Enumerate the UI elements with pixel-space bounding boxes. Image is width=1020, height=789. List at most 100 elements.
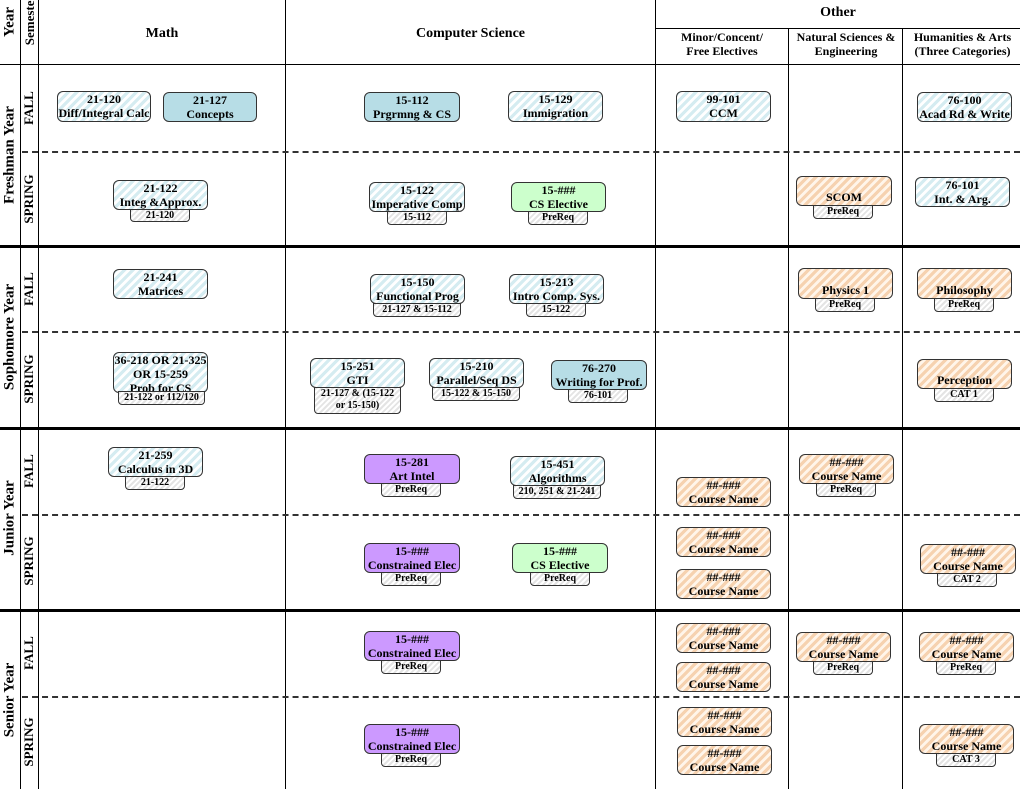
- course-box[interactable]: 76-100 Acad Rd & Write: [917, 92, 1012, 122]
- course-code: 15-###: [395, 544, 429, 558]
- course-code: ##-###: [706, 663, 741, 677]
- course-box[interactable]: 99-101 CCM: [676, 91, 771, 122]
- course-box[interactable]: Perception: [917, 359, 1012, 389]
- course-box[interactable]: ##-### Course Name: [676, 527, 771, 557]
- course-box[interactable]: ##-### Course Name: [676, 477, 771, 507]
- other-subheader-divider: [655, 28, 1020, 29]
- course-box[interactable]: 15-### Constrained Elec: [364, 543, 460, 573]
- course-box[interactable]: 15-### CS Elective: [512, 543, 608, 573]
- prereq-label: 21-127 & (15-122 or 15-150): [314, 387, 401, 414]
- course-name: Diff/Integral Calc: [58, 105, 150, 120]
- course-name: Constrained Elec: [367, 557, 457, 572]
- course-code: ##-###: [826, 633, 861, 647]
- course-box[interactable]: 15-281 Art Intel: [364, 454, 460, 484]
- course-code: ##-###: [706, 528, 741, 542]
- course-box[interactable]: ##-### Course Name: [676, 623, 771, 653]
- other-header: Other: [820, 5, 856, 20]
- course-box[interactable]: ##-### Course Name: [676, 569, 771, 599]
- course-box[interactable]: 15-150 Functional Prog: [370, 274, 465, 304]
- course-code-line2: OR 15-259: [133, 366, 188, 381]
- course-box[interactable]: 15-451 Algorithms: [510, 456, 605, 486]
- course-code: 21-127: [193, 93, 227, 107]
- course-box[interactable]: Physics 1: [798, 268, 893, 299]
- course-code: 15-210: [459, 359, 494, 373]
- course-box[interactable]: 15-122 Imperative Comp: [369, 182, 465, 212]
- col-divider-year: [20, 0, 21, 789]
- freshman-spring-label: SPRING: [21, 174, 36, 224]
- course-box[interactable]: 36-218 OR 21-325 OR 15-259 Prob for CS: [113, 352, 208, 393]
- prereq-label: PreReq: [813, 205, 873, 219]
- course-box[interactable]: ##-### Course Name: [799, 454, 894, 484]
- hum-header: Humanities & Arts (Three Categories): [913, 30, 1012, 58]
- sophomore-fall-label: FALL: [21, 272, 36, 306]
- year-divider-junior: [0, 609, 1020, 612]
- prereq-label: 15-112: [387, 211, 447, 225]
- prereq-label: PreReq: [381, 572, 441, 586]
- course-code: 76-270: [582, 361, 616, 375]
- prereq-label: PreReq: [815, 298, 875, 312]
- course-box[interactable]: 15-### Constrained Elec: [364, 724, 460, 754]
- prereq-label: CAT 2: [937, 573, 997, 587]
- course-box[interactable]: ##-### Course Name: [919, 632, 1014, 662]
- course-box[interactable]: 15-129 Immigration: [508, 91, 603, 122]
- junior-fall-label: FALL: [21, 454, 36, 488]
- course-name: Course Name: [689, 721, 760, 736]
- prereq-line1: 21-127 & (15-122: [320, 388, 395, 399]
- course-box[interactable]: ##-### Course Name: [796, 632, 891, 662]
- course-code: 76-101: [945, 178, 980, 192]
- course-code: 15-150: [400, 275, 435, 289]
- senior-spring-label: SPRING: [21, 717, 36, 767]
- course-name: Int. & Arg.: [934, 191, 991, 206]
- course-name: Acad Rd & Write: [919, 106, 1010, 121]
- course-name: Functional Prog: [376, 288, 459, 303]
- course-box[interactable]: 76-101 Int. & Arg.: [915, 177, 1010, 207]
- course-code: ##-###: [829, 455, 864, 469]
- course-box[interactable]: 76-270 Writing for Prof.: [551, 360, 647, 390]
- course-name: Course Name: [931, 646, 1002, 661]
- course-code: 15-129: [538, 92, 573, 106]
- course-box[interactable]: 15-112 Prgrmng & CS: [364, 92, 460, 122]
- freshman-year-label: Freshman Year: [1, 106, 18, 204]
- prereq-label: PreReq: [934, 298, 994, 312]
- course-box[interactable]: ##-### Course Name: [676, 662, 771, 692]
- course-name: CS Elective: [530, 557, 590, 572]
- course-code: 21-120: [87, 92, 121, 106]
- course-name: Course Name: [931, 738, 1002, 753]
- course-name: Concepts: [186, 106, 234, 121]
- col-divider-semester: [38, 0, 39, 789]
- course-code: 21-241: [143, 270, 178, 284]
- course-name: Course Name: [688, 491, 759, 506]
- math-header: Math: [145, 26, 179, 41]
- course-box[interactable]: SCOM: [796, 176, 892, 206]
- prereq-label: CAT 1: [934, 388, 994, 402]
- course-box[interactable]: 15-210 Parallel/Seq DS: [429, 358, 524, 388]
- course-name: GTI: [346, 372, 369, 387]
- prereq-label: 21-127 & 15-112: [373, 303, 461, 317]
- course-box[interactable]: ##-### Course Name: [677, 745, 772, 775]
- course-box[interactable]: ##-### Course Name: [920, 544, 1016, 574]
- course-name: Course Name: [688, 541, 759, 556]
- prereq-label: PreReq: [813, 661, 873, 675]
- course-box[interactable]: 15-213 Intro Comp. Sys.: [509, 274, 604, 304]
- col-divider-minor: [788, 29, 789, 789]
- course-code: 15-112: [395, 93, 429, 107]
- course-code: 15-251: [340, 359, 375, 373]
- course-box[interactable]: 21-127 Concepts: [163, 92, 257, 122]
- course-box[interactable]: 21-241 Matrices: [113, 269, 208, 299]
- prereq-label: PreReq: [528, 211, 588, 225]
- prereq-label: PreReq: [381, 483, 441, 497]
- course-box[interactable]: 21-120 Diff/Integral Calc: [57, 91, 151, 122]
- course-box[interactable]: ##-### Course Name: [677, 707, 772, 737]
- course-box[interactable]: 21-122 Integ &Approx.: [113, 180, 208, 210]
- course-box[interactable]: 21-259 Calculus in 3D: [108, 447, 203, 477]
- prereq-label: CAT 3: [936, 753, 996, 767]
- course-box[interactable]: ##-### Course Name: [919, 724, 1014, 754]
- course-box[interactable]: 15-### CS Elective: [511, 182, 606, 212]
- course-box[interactable]: Philosophy: [917, 268, 1012, 299]
- cs-header: Computer Science: [416, 26, 525, 41]
- course-box[interactable]: 15-### Constrained Elec: [364, 631, 460, 661]
- course-box[interactable]: 15-251 GTI: [310, 358, 405, 388]
- course-name: Intro Comp. Sys.: [512, 288, 601, 303]
- course-code: ##-###: [706, 570, 741, 584]
- prereq-label: 15-122 & 15-150: [432, 387, 520, 401]
